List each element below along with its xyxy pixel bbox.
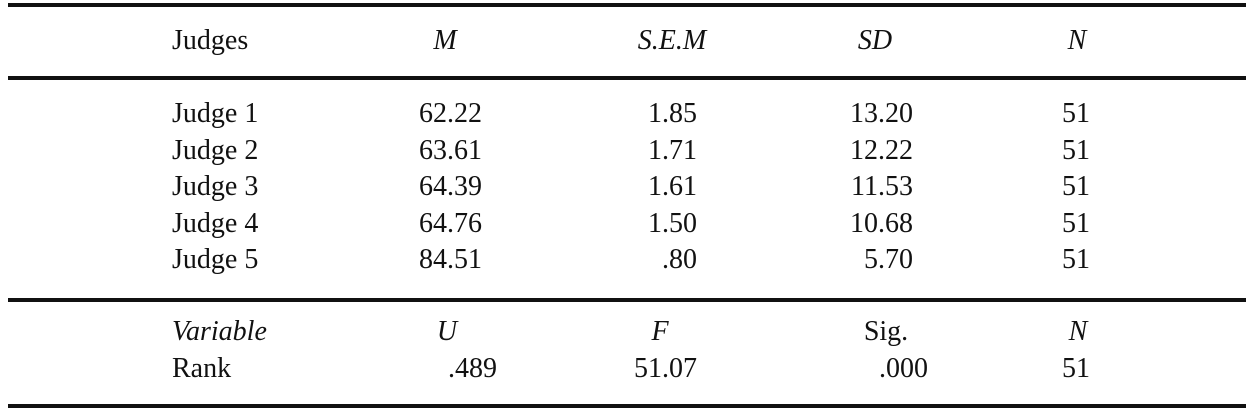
table-cell: 51 [1062, 171, 1090, 202]
table-cell: .80 [662, 244, 697, 275]
table-cell: 64.76 [419, 207, 482, 239]
column-header: U [436, 316, 458, 347]
table-cell: 62.22 [419, 98, 482, 129]
row-label: Judge 1 [172, 98, 259, 129]
table-cell: 64.39 [419, 171, 482, 202]
table-cell: 51 [1062, 353, 1090, 384]
table-cell: 63.61 [419, 134, 482, 166]
row-label: Judge 2 [172, 134, 259, 166]
column-header: SD [857, 25, 893, 56]
table-cell: .489 [448, 353, 497, 384]
column-header: M [433, 25, 457, 56]
column-header: F [651, 316, 669, 347]
bottom-rule [8, 404, 1246, 408]
table-cell: .000 [879, 353, 928, 384]
table-cell: 1.85 [648, 98, 697, 129]
table-cell: 51.07 [634, 353, 697, 384]
row-label: Rank [172, 353, 232, 384]
table-cell: 1.61 [648, 171, 697, 202]
header-rule [8, 76, 1246, 80]
table-cell: 51 [1062, 207, 1090, 239]
mid-rule [8, 298, 1246, 302]
row-label: Judge 3 [172, 171, 259, 202]
column-header: N [1068, 316, 1088, 347]
table-cell: 13.20 [850, 98, 913, 129]
table-cell: 51 [1062, 244, 1090, 275]
column-header: N [1067, 25, 1087, 56]
table-cell: 1.50 [648, 207, 697, 239]
row-label: Judge 4 [172, 207, 259, 239]
table-cell: 51 [1062, 134, 1090, 166]
table-cell: 12.22 [850, 134, 913, 166]
table-cell: 10.68 [850, 207, 913, 239]
top-rule [8, 3, 1246, 7]
column-header: Judges [172, 25, 249, 56]
column-header: S.E.M [637, 25, 707, 56]
table-cell: 11.53 [851, 171, 913, 202]
column-header: Sig. [863, 316, 909, 347]
table-cell: 1.71 [648, 134, 697, 166]
table-cell: 84.51 [419, 244, 482, 275]
row-label: Judge 5 [172, 244, 259, 275]
table-cell: 5.70 [864, 244, 913, 275]
column-header: Variable [172, 316, 267, 347]
table-cell: 51 [1062, 98, 1090, 129]
